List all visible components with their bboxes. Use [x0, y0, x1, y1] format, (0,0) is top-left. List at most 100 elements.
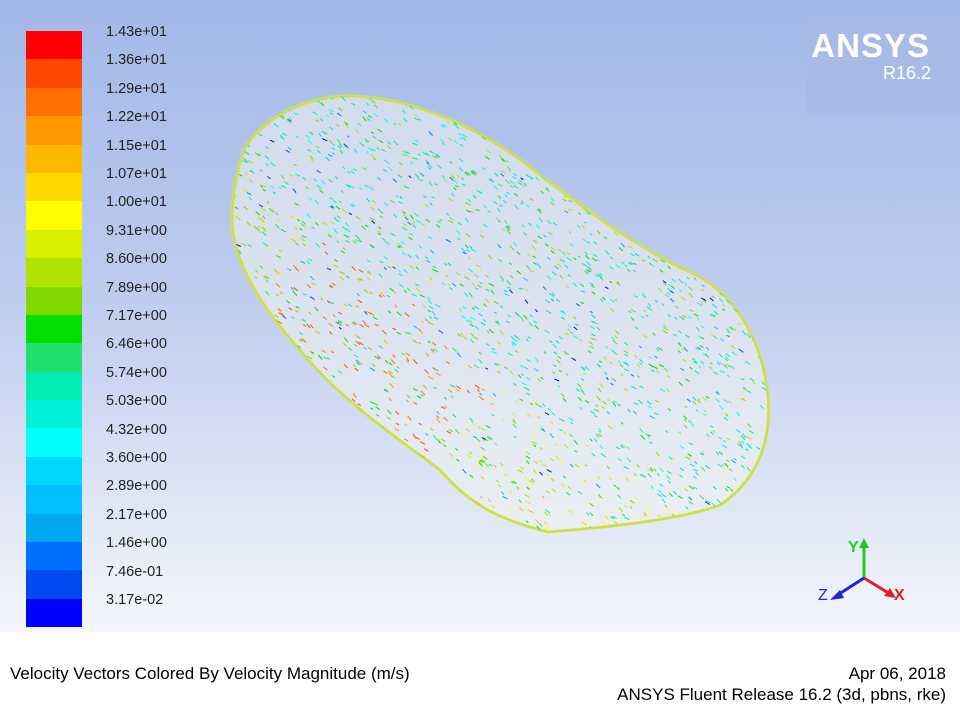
velocity-vector — [265, 163, 269, 167]
velocity-vector — [773, 239, 776, 241]
velocity-vector — [526, 264, 531, 270]
velocity-vector — [513, 146, 517, 150]
velocity-vector — [377, 514, 381, 518]
velocity-vector — [639, 473, 643, 477]
velocity-vector-plot[interactable] — [0, 0, 960, 632]
velocity-vector — [491, 289, 495, 293]
velocity-vector — [731, 351, 737, 356]
velocity-vector — [337, 320, 343, 323]
velocity-vector — [759, 153, 764, 157]
velocity-vector — [757, 282, 761, 287]
velocity-vector — [264, 155, 270, 160]
velocity-vector — [334, 491, 341, 496]
velocity-vector — [719, 235, 725, 239]
velocity-vector — [510, 412, 516, 416]
velocity-vector — [747, 333, 751, 339]
velocity-vector — [711, 524, 716, 530]
velocity-vector — [282, 413, 287, 418]
velocity-vector — [487, 210, 491, 213]
velocity-vector — [302, 293, 307, 296]
velocity-vector — [476, 388, 480, 392]
velocity-vector — [369, 401, 376, 405]
velocity-vector — [610, 307, 615, 313]
velocity-vector — [339, 149, 344, 154]
colormap-label: 1.29e+01 — [106, 80, 167, 97]
velocity-vector — [416, 395, 422, 399]
velocity-vector — [737, 322, 742, 326]
velocity-vector — [273, 268, 278, 273]
velocity-vector — [443, 444, 447, 448]
velocity-vector — [358, 277, 364, 281]
velocity-vector — [720, 235, 725, 239]
velocity-vector — [326, 267, 332, 271]
velocity-vector — [455, 447, 459, 451]
velocity-vector — [474, 274, 479, 278]
velocity-vector — [723, 398, 729, 403]
velocity-vector — [577, 255, 582, 259]
velocity-vector — [480, 476, 485, 480]
velocity-vector — [403, 289, 407, 294]
velocity-vector — [525, 392, 531, 396]
velocity-vector — [281, 185, 287, 189]
velocity-vector — [464, 519, 470, 523]
velocity-vector — [462, 133, 468, 139]
velocity-vector — [633, 295, 639, 298]
velocity-vector — [704, 464, 711, 470]
velocity-vector — [330, 453, 335, 457]
velocity-vector — [520, 317, 525, 322]
velocity-vector — [616, 282, 621, 286]
velocity-vector — [704, 186, 708, 190]
velocity-vector — [724, 462, 729, 468]
velocity-vector — [612, 529, 617, 532]
velocity-vector — [679, 315, 685, 321]
velocity-vector — [534, 324, 539, 330]
graphics-viewport[interactable]: 1.43e+01 1.36e+01 1.29e+01 1.22e+01 1.15e+01… — [0, 0, 960, 632]
velocity-vector — [693, 276, 697, 281]
velocity-vector — [373, 463, 378, 467]
velocity-vector — [492, 393, 497, 397]
velocity-vector — [309, 487, 313, 491]
velocity-vector — [436, 224, 441, 228]
velocity-vector — [679, 474, 684, 478]
velocity-vector — [288, 116, 293, 121]
velocity-vector — [356, 488, 362, 492]
velocity-vector — [511, 343, 515, 347]
velocity-vector — [618, 360, 622, 364]
velocity-vector — [745, 228, 750, 233]
velocity-vector — [689, 140, 694, 144]
velocity-vector — [443, 405, 447, 409]
velocity-vector — [674, 114, 679, 119]
velocity-vector — [682, 243, 688, 247]
velocity-vector — [554, 140, 559, 145]
velocity-vector — [339, 485, 345, 491]
velocity-vector — [327, 420, 331, 423]
velocity-vector — [312, 111, 318, 116]
velocity-vector — [517, 287, 522, 291]
velocity-vector — [513, 435, 517, 439]
velocity-vector — [532, 255, 537, 259]
velocity-vector — [560, 393, 565, 397]
velocity-vector — [680, 116, 686, 122]
velocity-vector — [598, 427, 602, 432]
velocity-vector — [426, 505, 432, 509]
velocity-vector — [425, 260, 432, 264]
velocity-vector — [261, 404, 267, 409]
velocity-vector — [733, 508, 738, 512]
velocity-vector — [249, 517, 254, 522]
velocity-vector — [453, 495, 458, 498]
velocity-vector — [489, 179, 494, 183]
velocity-vector — [374, 522, 381, 526]
velocity-vector — [595, 155, 600, 160]
velocity-vector — [688, 453, 692, 457]
velocity-vector — [607, 137, 612, 142]
velocity-vector — [683, 418, 687, 422]
velocity-vector — [334, 522, 338, 526]
velocity-vector — [407, 254, 412, 259]
velocity-vector — [456, 458, 460, 462]
velocity-vector — [396, 245, 401, 249]
velocity-vector — [516, 251, 521, 256]
velocity-vector — [334, 424, 340, 429]
velocity-vector — [244, 450, 248, 453]
velocity-vector — [436, 410, 440, 415]
velocity-vector — [479, 459, 486, 463]
